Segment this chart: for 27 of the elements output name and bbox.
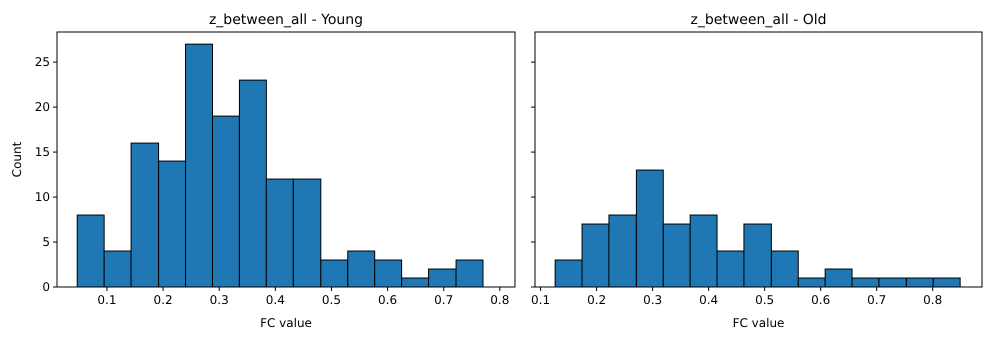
chart-title: z_between_all - Old (690, 12, 826, 28)
x-tick-label: 0.2 (587, 293, 606, 307)
x-tick-label: 0.2 (154, 293, 173, 307)
y-tick-label: 15 (34, 145, 50, 160)
y-tick-label: 20 (34, 100, 50, 114)
y-axis-title: Count (10, 141, 24, 178)
chart-title: z_between_all - Young (208, 12, 364, 28)
x-tick-label: 0.3 (643, 293, 662, 307)
y-tick-label: 0 (42, 280, 50, 294)
x-tick-label: 0.6 (811, 293, 830, 307)
x-tick-label: 0.1 (531, 293, 550, 307)
y-tick-label: 5 (42, 235, 50, 250)
y-tick-label: 10 (34, 190, 50, 204)
x-axis-title: FC value (260, 316, 312, 330)
x-tick-label: 0.6 (378, 293, 398, 307)
y-tick-label: 25 (34, 55, 50, 70)
x-tick-label: 0.7 (434, 293, 454, 307)
x-tick-label: 0.7 (867, 293, 886, 307)
x-tick-label: 0.4 (699, 293, 718, 307)
x-tick-label: 0.4 (266, 293, 285, 307)
x-axis-title: FC value (732, 316, 784, 330)
x-tick-label: 0.8 (923, 293, 942, 307)
x-tick-label: 0.3 (210, 293, 229, 307)
x-tick-label: 0.1 (97, 293, 116, 307)
x-tick-label: 0.8 (490, 293, 510, 307)
x-tick-label: 0.5 (755, 293, 774, 307)
x-tick-label: 0.5 (322, 293, 342, 307)
